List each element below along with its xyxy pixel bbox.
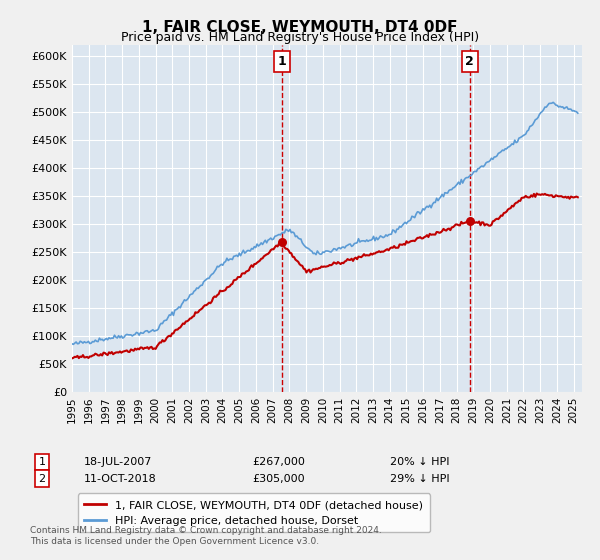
Text: 29% ↓ HPI: 29% ↓ HPI — [390, 474, 449, 484]
Text: £305,000: £305,000 — [252, 474, 305, 484]
Point — [465, 217, 475, 226]
Text: 1: 1 — [38, 457, 46, 467]
Text: 18-JUL-2007: 18-JUL-2007 — [84, 457, 152, 467]
Text: 1, FAIR CLOSE, WEYMOUTH, DT4 0DF: 1, FAIR CLOSE, WEYMOUTH, DT4 0DF — [142, 20, 458, 35]
Text: 20% ↓ HPI: 20% ↓ HPI — [390, 457, 449, 467]
Text: 1: 1 — [277, 55, 286, 68]
Text: Price paid vs. HM Land Registry's House Price Index (HPI): Price paid vs. HM Land Registry's House … — [121, 31, 479, 44]
Point — [277, 238, 286, 247]
Text: 11-OCT-2018: 11-OCT-2018 — [84, 474, 157, 484]
Text: Contains HM Land Registry data © Crown copyright and database right 2024.
This d: Contains HM Land Registry data © Crown c… — [30, 526, 382, 546]
Text: 2: 2 — [38, 474, 46, 484]
Legend: 1, FAIR CLOSE, WEYMOUTH, DT4 0DF (detached house), HPI: Average price, detached : 1, FAIR CLOSE, WEYMOUTH, DT4 0DF (detach… — [77, 493, 430, 532]
Text: £267,000: £267,000 — [252, 457, 305, 467]
Text: 2: 2 — [465, 55, 474, 68]
